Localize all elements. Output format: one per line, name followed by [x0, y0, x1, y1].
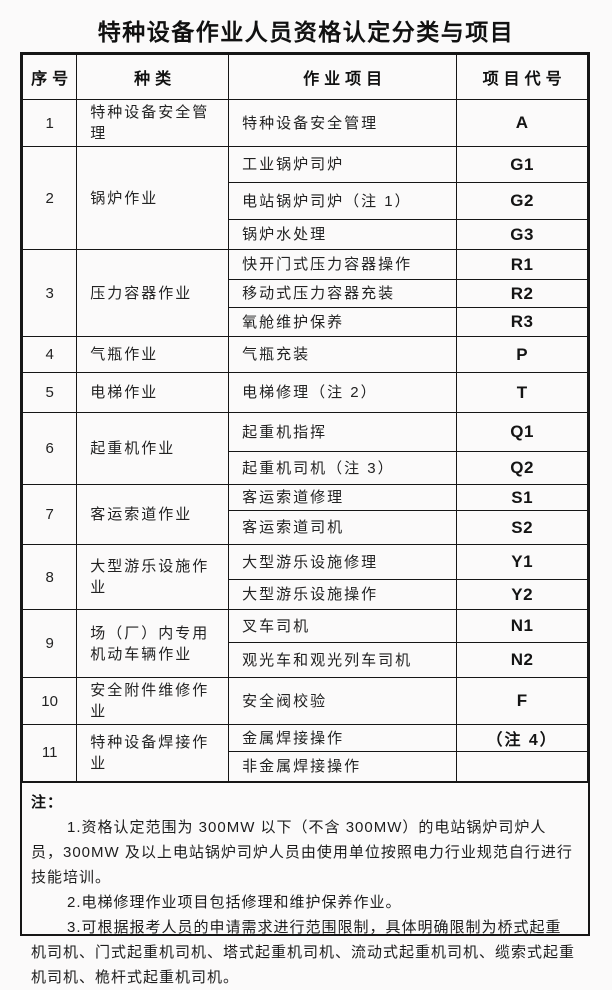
table-row: 大型游乐设施操作 Y2	[23, 579, 588, 610]
category-cell: 场（厂）内专用机动车辆作业	[76, 609, 230, 678]
project-cell: 电站锅炉司炉（注 1）	[228, 182, 458, 220]
project-cell: 工业锅炉司炉	[228, 146, 458, 183]
code-cell: Q1	[456, 412, 588, 452]
table-row: 7 客运索道作业 客运索道修理 S1	[21, 484, 588, 545]
project-cell: 客运索道修理	[228, 484, 458, 511]
project-cell: 金属焊接操作	[228, 724, 458, 752]
project-cell: 快开门式压力容器操作	[228, 249, 458, 280]
table-row: 锅炉水处理 G3	[23, 219, 588, 250]
code-cell: G1	[456, 146, 588, 183]
category-cell: 特种设备安全管理	[76, 99, 230, 147]
category-cell: 锅炉作业	[76, 146, 230, 250]
serial-cell: 3	[21, 249, 78, 337]
table-row: 2 锅炉作业 工业锅炉司炉 G1	[21, 146, 588, 250]
table-row: 电站锅炉司炉（注 1） G2	[23, 182, 588, 220]
category-cell: 起重机作业	[76, 412, 230, 485]
table-header-row: 序号 种类 作业项目 项目代号	[21, 54, 588, 100]
table-row: 氧舱维护保养 R3	[23, 307, 588, 337]
project-cell: 锅炉水处理	[228, 219, 458, 250]
table-row: 11 特种设备焊接作业 金属焊接操作 （注 4）	[21, 724, 588, 782]
project-cell: 起重机司机（注 3）	[228, 451, 458, 485]
col-header-serial: 序号	[21, 54, 78, 100]
code-cell: Y1	[456, 544, 588, 580]
notes-label: 注：	[31, 793, 64, 811]
project-cell: 非金属焊接操作	[228, 751, 458, 782]
project-cell: 客运索道司机	[228, 510, 458, 545]
table-row: 观光车和观光列车司机 N2	[23, 642, 588, 678]
table-row: 1 特种设备安全管理 特种设备安全管理 A	[21, 99, 588, 147]
table-row: 起重机司机（注 3） Q2	[23, 451, 588, 485]
code-cell: G2	[456, 182, 588, 220]
document-frame: 序号 种类 作业项目 项目代号 1 特种设备安全管理 特种设备安全管理 A 2 …	[20, 52, 590, 986]
serial-cell: 1	[21, 99, 78, 147]
qualification-table: 序号 种类 作业项目 项目代号 1 特种设备安全管理 特种设备安全管理 A 2 …	[21, 54, 588, 783]
serial-cell: 6	[21, 412, 78, 485]
project-cell: 叉车司机	[228, 609, 458, 643]
table-row: 4 气瓶作业 气瓶充装 P	[21, 336, 588, 373]
category-cell: 特种设备焊接作业	[76, 724, 230, 782]
project-cell: 大型游乐设施修理	[228, 544, 458, 580]
category-cell: 气瓶作业	[76, 336, 230, 373]
category-cell: 安全附件维修作业	[76, 677, 230, 725]
note-item-2: 2.电梯修理作业项目包括修理和维护保养作业。	[67, 893, 402, 911]
serial-cell: 11	[21, 724, 78, 782]
category-cell: 客运索道作业	[76, 484, 230, 545]
category-cell: 压力容器作业	[76, 249, 230, 337]
project-cell: 起重机指挥	[228, 412, 458, 452]
col-header-category: 种类	[76, 54, 230, 100]
code-cell: S1	[456, 484, 588, 511]
code-cell: N1	[456, 609, 588, 643]
code-cell: Y2	[456, 579, 588, 610]
category-cell: 电梯作业	[76, 372, 230, 413]
serial-cell: 5	[21, 372, 78, 413]
serial-cell: 4	[21, 336, 78, 373]
project-cell: 气瓶充装	[228, 336, 458, 373]
code-cell: T	[456, 372, 588, 413]
serial-cell: 10	[21, 677, 78, 725]
project-cell: 电梯修理（注 2）	[228, 372, 458, 413]
code-cell: G3	[456, 219, 588, 250]
table-row: 非金属焊接操作	[23, 751, 588, 782]
table-row: 9 场（厂）内专用机动车辆作业 叉车司机 N1	[21, 609, 588, 678]
notes-section: 注： 1.资格认定范围为 300MW 以下（不含 300MW）的电站锅炉司炉人员…	[22, 783, 588, 990]
code-cell	[456, 751, 588, 782]
code-cell: （注 4）	[456, 724, 588, 752]
serial-cell: 7	[21, 484, 78, 545]
code-cell: A	[456, 99, 588, 147]
project-cell: 氧舱维护保养	[228, 307, 458, 337]
code-cell: R2	[456, 279, 588, 308]
code-cell: Q2	[456, 451, 588, 485]
note-item-1: 1.资格认定范围为 300MW 以下（不含 300MW）的电站锅炉司炉人员，30…	[31, 818, 573, 886]
code-cell: S2	[456, 510, 588, 545]
note-item-3: 3.可根据报考人员的申请需求进行范围限制，具体明确限制为桥式起重机司机、门式起重…	[31, 918, 576, 986]
code-cell: P	[456, 336, 588, 373]
project-cell: 安全阀校验	[228, 677, 458, 725]
serial-cell: 2	[21, 146, 78, 250]
table-row: 移动式压力容器充装 R2	[23, 279, 588, 308]
project-cell: 观光车和观光列车司机	[228, 642, 458, 678]
project-cell: 特种设备安全管理	[228, 99, 458, 147]
table-row: 3 压力容器作业 快开门式压力容器操作 R1	[21, 249, 588, 337]
table-row: 6 起重机作业 起重机指挥 Q1	[21, 412, 588, 485]
col-header-code: 项目代号	[456, 54, 588, 100]
project-cell: 移动式压力容器充装	[228, 279, 458, 308]
table-row: 客运索道司机 S2	[23, 510, 588, 545]
code-cell: R3	[456, 307, 588, 337]
code-cell: F	[456, 677, 588, 725]
table-row: 5 电梯作业 电梯修理（注 2） T	[21, 372, 588, 413]
code-cell: N2	[456, 642, 588, 678]
table-row: 10 安全附件维修作业 安全阀校验 F	[21, 677, 588, 725]
serial-cell: 9	[21, 609, 78, 678]
col-header-project: 作业项目	[228, 54, 458, 100]
serial-cell: 8	[21, 544, 78, 610]
project-cell: 大型游乐设施操作	[228, 579, 458, 610]
page-title: 特种设备作业人员资格认定分类与项目	[97, 19, 515, 45]
code-cell: R1	[456, 249, 588, 280]
table-row: 8 大型游乐设施作业 大型游乐设施修理 Y1	[21, 544, 588, 610]
category-cell: 大型游乐设施作业	[76, 544, 230, 610]
